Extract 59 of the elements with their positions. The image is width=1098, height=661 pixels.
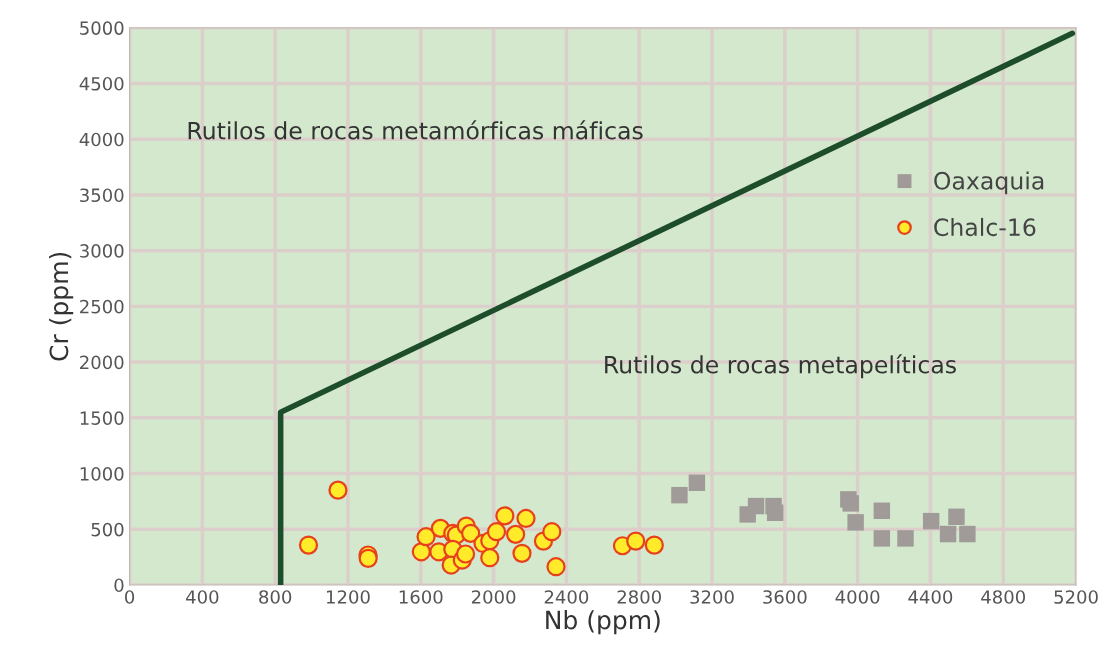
point [486,522,507,542]
point [542,522,562,542]
y-axis-title: Cr (ppm) [49,252,74,361]
y-tick-label: 0 [114,578,124,593]
x-tick-label: 4800 [981,590,1026,604]
x-tick-label: 5200 [1054,590,1098,604]
x-axis-title: Nb (ppm) [546,610,660,635]
x-tick-label: 2400 [544,590,589,604]
point [747,497,765,515]
point [922,512,940,530]
x-tick-label: 3200 [690,590,734,604]
y-tick-label: 4000 [79,132,124,147]
point [461,523,481,543]
point [766,504,784,521]
x-tick-label: 400 [186,590,219,604]
x-tick-label: 4400 [908,590,953,604]
y-tick-label: 5000 [80,21,124,35]
annotation: Rutilos de rocas metapelíticas [605,354,956,379]
legend-label: Chalc-16 [934,217,1036,237]
y-tick-label: 500 [91,522,124,537]
annotation: Rutilos de rocas metamórficas máficas [188,120,643,140]
point [298,535,319,555]
x-tick-label: 3600 [763,590,807,604]
point [842,495,859,512]
point [959,525,976,543]
point [416,527,436,547]
point [939,525,957,543]
x-tick-label: 2000 [471,590,516,604]
point [455,544,476,564]
x-tick-label: 1600 [399,590,443,604]
y-tick-label: 1000 [80,467,124,481]
point [546,557,566,577]
point [626,531,646,551]
x-tick-label: 2800 [617,590,661,604]
y-tick-label: 4500 [79,76,124,91]
point [688,474,706,492]
point [897,530,914,547]
point [847,514,864,531]
point [644,535,664,555]
y-tick-label: 3500 [80,188,124,203]
y-tick-label: 1500 [80,411,124,425]
point [328,480,348,500]
x-tick-label: 4000 [835,590,880,604]
point [873,502,891,519]
point [671,486,688,504]
x-tick-label: 1200 [326,590,370,604]
point [480,548,500,568]
point [516,508,536,529]
x-tick-label: 0 [125,590,135,604]
point [873,530,891,547]
legend-label: Oaxaquia [934,171,1044,195]
point [512,543,532,563]
y-tick-label: 2000 [80,355,124,370]
y-tick-label: 3000 [80,244,124,258]
point [948,508,965,525]
point [506,524,526,544]
point [495,506,515,526]
y-tick-label: 2500 [80,299,124,314]
x-tick-label: 800 [259,590,292,604]
